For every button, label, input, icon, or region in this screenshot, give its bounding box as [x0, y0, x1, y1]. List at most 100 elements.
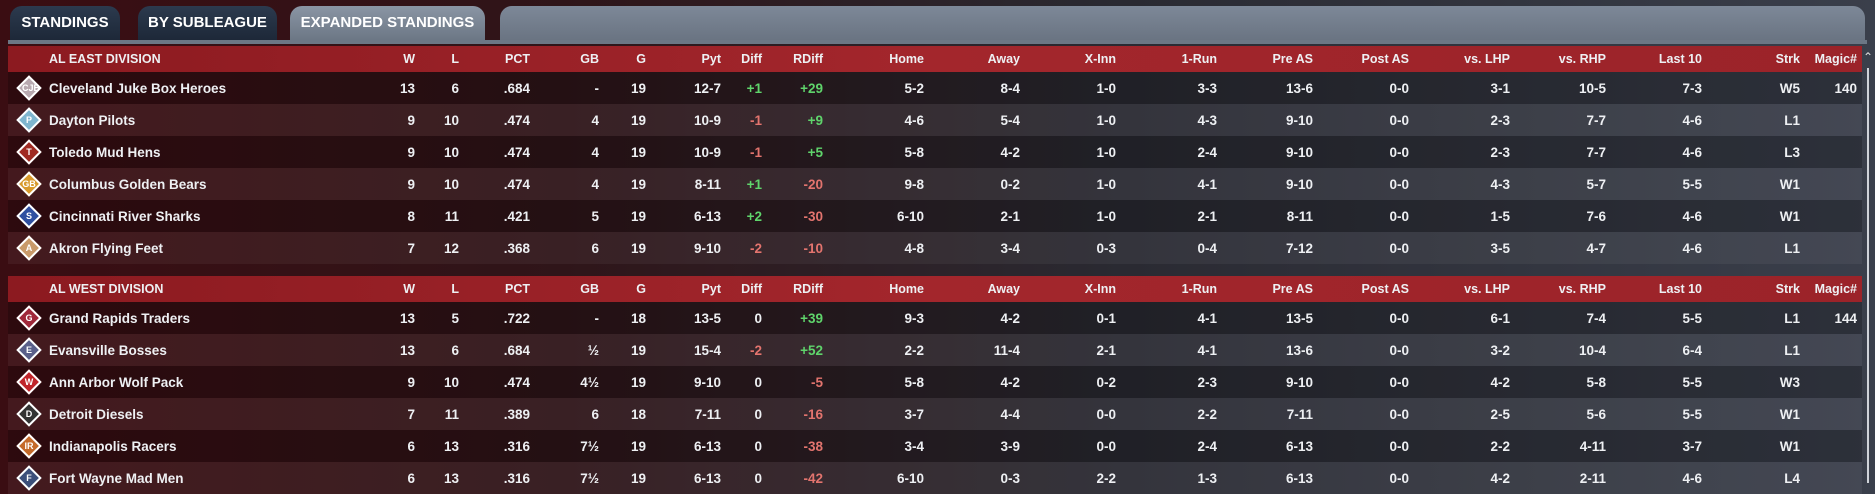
stat-strk: L3: [1784, 144, 1800, 160]
column-header[interactable]: Last 10: [1658, 282, 1702, 296]
column-header[interactable]: W: [403, 282, 415, 296]
stat-l: 10: [443, 176, 459, 192]
stat-gb: 4: [591, 112, 599, 128]
scrollbar-track[interactable]: [1867, 68, 1869, 483]
team-name[interactable]: Evansville Bosses: [49, 342, 167, 358]
table-row[interactable]: D Detroit Diesels 7 11 .389 6 18 7-11 0 -16 3-7 4-4…: [8, 398, 1862, 430]
stat-strk: W5: [1779, 80, 1800, 96]
column-header[interactable]: Magic#: [1814, 52, 1857, 66]
column-header[interactable]: G: [636, 52, 646, 66]
column-header[interactable]: vs. RHP: [1558, 52, 1606, 66]
team-name[interactable]: Dayton Pilots: [49, 112, 136, 128]
stat-post-as: 0-0: [1389, 240, 1409, 256]
column-header[interactable]: G: [636, 282, 646, 296]
table-row[interactable]: IR Indianapolis Racers 6 13 .316 7½ 19 6-13 0 -38…: [8, 430, 1862, 462]
stat-strk: W1: [1779, 176, 1800, 192]
table-row[interactable]: T Toledo Mud Hens 9 10 .474 4 19 10-9 -1 +5 5-8 4-2…: [8, 136, 1862, 168]
stat-l: 11: [444, 406, 459, 422]
column-header[interactable]: vs. LHP: [1464, 52, 1510, 66]
stat-pyt: 13-5: [693, 310, 721, 326]
column-header[interactable]: L: [451, 52, 459, 66]
stat-pre-as: 9-10: [1285, 112, 1313, 128]
column-header[interactable]: Magic#: [1814, 282, 1857, 296]
tab-expanded-standings[interactable]: EXPANDED STANDINGS: [290, 6, 485, 40]
team-name[interactable]: Grand Rapids Traders: [49, 310, 191, 326]
stat-gb: -: [594, 310, 600, 326]
table-row[interactable]: A Akron Flying Feet 7 12 .368 6 19 9-10 -2 -10 4-8…: [8, 232, 1862, 264]
team-name[interactable]: Ann Arbor Wolf Pack: [49, 374, 184, 390]
column-header[interactable]: Away: [987, 52, 1020, 66]
column-header[interactable]: vs. LHP: [1464, 282, 1510, 296]
table-row[interactable]: F Fort Wayne Mad Men 6 13 .316 7½ 19 6-13 0 -42 6-…: [8, 462, 1862, 494]
stat-1-run: 4-1: [1197, 176, 1217, 192]
stat-strk: W1: [1779, 438, 1800, 454]
column-header[interactable]: GB: [580, 282, 599, 296]
team-name[interactable]: Akron Flying Feet: [49, 240, 164, 256]
stat-x-inn: 2-2: [1096, 470, 1116, 486]
team-name[interactable]: Detroit Diesels: [49, 406, 144, 422]
column-header[interactable]: X-Inn: [1084, 282, 1116, 296]
stat-vs-lhp: 3-1: [1490, 80, 1510, 96]
column-header[interactable]: vs. RHP: [1558, 282, 1606, 296]
column-header[interactable]: RDiff: [793, 52, 823, 66]
stat-x-inn: 0-1: [1096, 310, 1116, 326]
column-header[interactable]: X-Inn: [1084, 52, 1116, 66]
column-header[interactable]: Strk: [1775, 282, 1800, 296]
table-row[interactable]: E Evansville Bosses 13 6 .684 ½ 19 15-4 -2 +52 2-2…: [8, 334, 1862, 366]
column-header[interactable]: W: [403, 52, 415, 66]
stat-w: 6: [407, 470, 415, 486]
column-header[interactable]: Post AS: [1361, 282, 1409, 296]
stat-away: 3-9: [1000, 438, 1020, 454]
column-header[interactable]: 1-Run: [1181, 52, 1217, 66]
stat-pyt: 10-9: [693, 112, 721, 128]
column-header[interactable]: Pyt: [701, 282, 721, 296]
column-header[interactable]: L: [451, 282, 459, 296]
tab-standings[interactable]: STANDINGS: [10, 6, 120, 40]
stat-l: 10: [443, 112, 459, 128]
stat-post-as: 0-0: [1389, 406, 1409, 422]
team-name[interactable]: Cleveland Juke Box Heroes: [49, 80, 227, 96]
stat-gb: 6: [591, 406, 599, 422]
table-row[interactable]: S Cincinnati River Sharks 8 11 .421 5 19 6-13 +2…: [8, 200, 1862, 232]
tab-by-subleague[interactable]: BY SUBLEAGUE: [138, 6, 277, 40]
scrollbar[interactable]: ⌃: [1863, 50, 1873, 485]
table-row[interactable]: G Grand Rapids Traders 13 5 .722 - 18 13-5 0 +39 9…: [8, 302, 1862, 334]
column-header[interactable]: RDiff: [793, 282, 823, 296]
team-name[interactable]: Toledo Mud Hens: [49, 144, 161, 160]
column-header[interactable]: Home: [889, 52, 924, 66]
column-header[interactable]: PCT: [505, 282, 530, 296]
column-header[interactable]: PCT: [505, 52, 530, 66]
stat-pyt: 12-7: [693, 80, 721, 96]
column-header[interactable]: Pre AS: [1272, 52, 1313, 66]
team-name[interactable]: Cincinnati River Sharks: [49, 208, 201, 224]
stat-g: 19: [630, 176, 646, 192]
column-header[interactable]: Pyt: [701, 52, 721, 66]
team-name[interactable]: Fort Wayne Mad Men: [49, 470, 184, 486]
column-header[interactable]: Last 10: [1658, 52, 1702, 66]
stat-rdiff: +9: [807, 112, 823, 128]
table-row[interactable]: CJB Cleveland Juke Box Heroes 13 6 .684 - 19 12…: [8, 72, 1862, 104]
column-header[interactable]: Strk: [1775, 52, 1800, 66]
stat-rdiff: -5: [810, 374, 823, 390]
column-header[interactable]: 1-Run: [1181, 282, 1217, 296]
column-header[interactable]: Diff: [741, 282, 762, 296]
column-header[interactable]: GB: [580, 52, 599, 66]
table-row[interactable]: P Dayton Pilots 9 10 .474 4 19 10-9 -1 +9 4-6 5-4 1-…: [8, 104, 1862, 136]
column-header[interactable]: Diff: [741, 52, 762, 66]
scroll-up-icon[interactable]: ⌃: [1863, 50, 1874, 64]
column-header[interactable]: Post AS: [1361, 52, 1409, 66]
team-name[interactable]: Columbus Golden Bears: [49, 176, 207, 192]
stat-home: 4-6: [904, 112, 924, 128]
stat-g: 19: [630, 374, 646, 390]
stat-vs-rhp: 7-6: [1586, 208, 1606, 224]
stat-g: 19: [630, 240, 646, 256]
column-header[interactable]: Home: [889, 282, 924, 296]
table-row[interactable]: GB Columbus Golden Bears 9 10 .474 4 19 8-11 +1 -…: [8, 168, 1862, 200]
column-header[interactable]: Pre AS: [1272, 282, 1313, 296]
team-name[interactable]: Indianapolis Racers: [49, 438, 177, 454]
stat-vs-lhp: 6-1: [1490, 310, 1510, 326]
column-header[interactable]: Away: [987, 282, 1020, 296]
team-logo-text: E: [25, 345, 32, 355]
table-row[interactable]: W Ann Arbor Wolf Pack 9 10 .474 4½ 19 9-10 0 -5 5-…: [8, 366, 1862, 398]
stat-pct: .316: [503, 470, 530, 486]
